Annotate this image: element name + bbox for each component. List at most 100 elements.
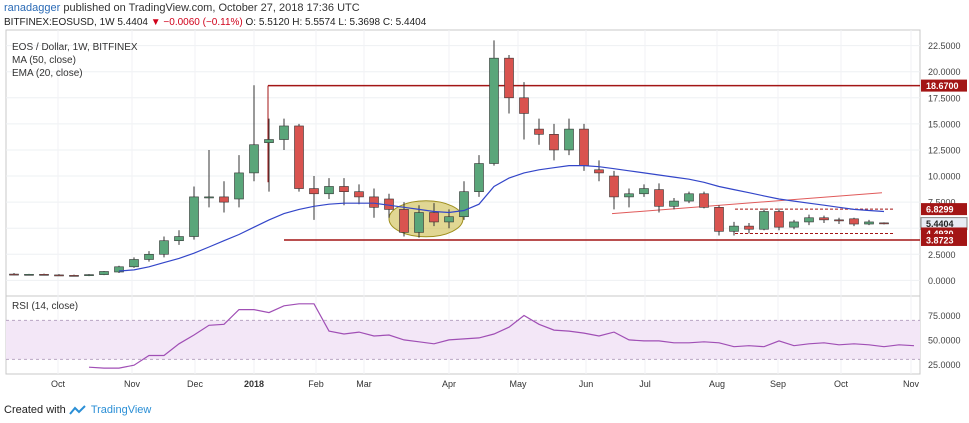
candle-body (354, 191, 364, 198)
candle-body (624, 193, 634, 198)
candle-body (579, 128, 589, 166)
time-tick-label: Jul (639, 379, 651, 389)
tradingview-brand[interactable]: TradingView (90, 404, 152, 416)
upper-trend-line (611, 192, 883, 215)
time-tick-label: Feb (308, 379, 324, 389)
candle-body (819, 217, 829, 221)
down-arrow-icon: ▼ (150, 17, 161, 28)
time-tick-label: Nov (124, 379, 141, 389)
candle-body (789, 221, 799, 228)
candle-body (744, 225, 754, 230)
price-label-text: 18.6700 (926, 81, 959, 91)
candle-body (639, 188, 649, 195)
candle-body (249, 144, 259, 174)
price-label-text: 5.4404 (926, 219, 954, 229)
close-value: C: 5.4404 (382, 17, 427, 28)
candle-body (879, 222, 889, 225)
main-pane[interactable] (5, 29, 921, 297)
candle-body (369, 196, 379, 208)
open-value: O: 5.5120 (245, 17, 290, 28)
time-tick-label: Oct (834, 379, 849, 389)
price-label-text: 6.8299 (926, 205, 954, 215)
price-label-box (921, 233, 967, 246)
time-tick-label: Aug (709, 379, 725, 389)
candle-body (24, 274, 34, 276)
candle-body (519, 97, 529, 114)
price-tick-label: 15.0000 (928, 119, 961, 129)
time-tick-label: Oct (51, 379, 66, 389)
price-tick-label: 20.0000 (928, 67, 961, 77)
symbol-name: BITFINEX:EOSUSD, 1W (4, 17, 115, 28)
candle-body (234, 172, 244, 200)
low-value: L: 5.3698 (338, 17, 381, 28)
rsi-tick-label: 50.0000 (928, 335, 961, 345)
price-tick-label: 12.5000 (928, 145, 961, 155)
legend-ema: EMA (20, close) (12, 68, 83, 79)
published-text: published on TradingView.com, October 27… (63, 2, 360, 14)
publish-header: ranadagger published on TradingView.com,… (4, 2, 360, 14)
price-tick-label: 17.5000 (928, 93, 961, 103)
candle-body (84, 274, 94, 276)
time-tick-label: Sep (770, 379, 786, 389)
candle-body (504, 57, 514, 99)
candle-body (339, 186, 349, 192)
price-label-box (921, 79, 967, 92)
candle-body (129, 259, 139, 268)
legend-title: EOS / Dollar, 1W, BITFINEX (12, 42, 138, 53)
price-tick-label: 7.5000 (928, 198, 956, 208)
candle-body (294, 125, 304, 189)
price-tick-label: 0.0000 (928, 276, 956, 286)
candle-body (324, 186, 334, 195)
candle-body (564, 128, 574, 151)
candle-body (39, 274, 49, 276)
candle-body (774, 211, 784, 228)
high-value: H: 5.5574 (292, 17, 336, 28)
price-change: −0.0060 (−0.11%) (163, 17, 243, 28)
candle-body (804, 217, 814, 223)
candle-body (159, 240, 169, 255)
candlesticks (9, 40, 889, 277)
price-label-text: 3.8723 (926, 235, 954, 245)
candle-body (9, 273, 19, 276)
author-link[interactable]: ranadagger (4, 2, 61, 14)
time-tick-label: Nov (903, 379, 920, 389)
ema-line (118, 165, 885, 272)
time-axis[interactable]: Oct Nov Dec 2018 Feb Mar Apr May Jun Jul Aug Sep Oct… (51, 379, 920, 389)
candle-body (474, 163, 484, 192)
candle-body (69, 275, 79, 277)
candle-body (549, 134, 559, 151)
candle-body (534, 128, 544, 135)
candle-body (654, 189, 664, 207)
price-tick-label: 2.5000 (928, 250, 956, 260)
candle-body (219, 196, 229, 203)
created-with-text: Created with (4, 404, 66, 416)
price-axis[interactable]: 22.5000 20.0000 17.5000 15.0000 12.5000 10.00… (920, 41, 968, 370)
time-tick-label: Mar (356, 379, 372, 389)
candle-body (489, 57, 499, 164)
candle-body (429, 212, 439, 223)
time-tick-label: May (509, 379, 527, 389)
candle-body (444, 216, 454, 223)
candle-body (399, 209, 409, 233)
rsi-plot (6, 303, 920, 369)
time-tick-label: Dec (187, 379, 204, 389)
time-tick-label: Jun (579, 379, 594, 389)
footer: Created with TradingView (4, 404, 151, 416)
candle-body (594, 169, 604, 174)
candle-body (759, 211, 769, 230)
candle-body (414, 212, 424, 233)
candle-body (699, 193, 709, 208)
candle-body (684, 193, 694, 202)
candle-body (459, 191, 469, 218)
price-tick-label: 22.5000 (928, 41, 961, 51)
candle-body (609, 175, 619, 198)
candle-body (729, 225, 739, 232)
candle-body (204, 196, 214, 199)
candle-body (99, 271, 109, 275)
candle-body (309, 188, 319, 195)
rsi-band (6, 320, 920, 360)
candle-body (849, 218, 859, 225)
candle-body (279, 125, 289, 140)
candle-body (864, 221, 874, 225)
